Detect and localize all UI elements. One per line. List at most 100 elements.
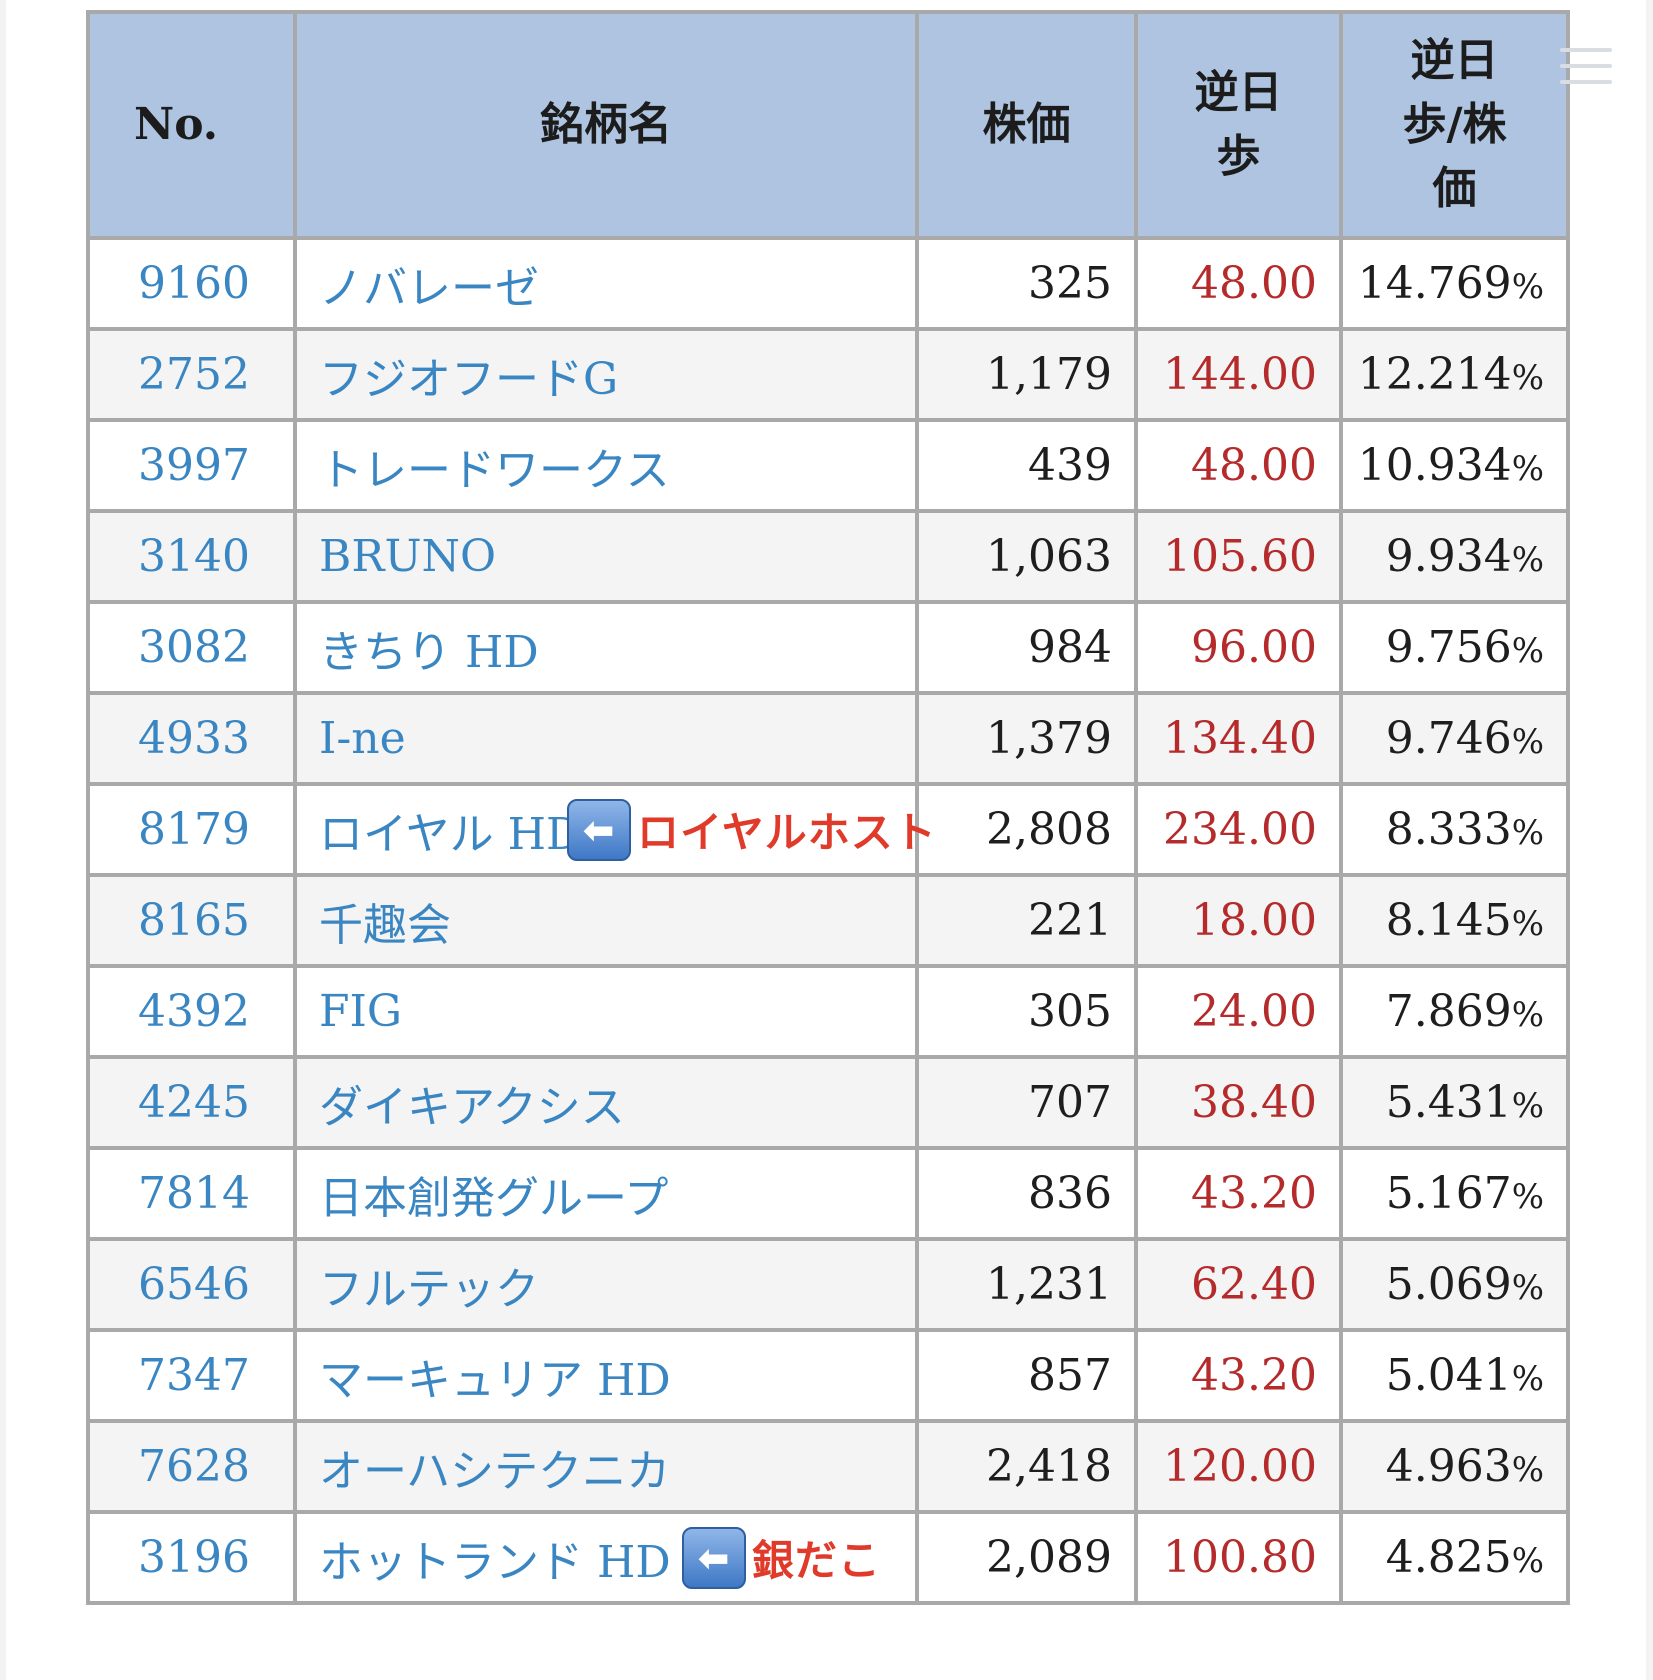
stock-name-link[interactable]: I-ne: [319, 713, 406, 764]
yield-value: 7.869: [1385, 986, 1512, 1037]
stock-code-link[interactable]: 7814: [86, 1146, 297, 1241]
table-row: 8165 千趣会 221 18.00 8.145%: [86, 873, 1570, 968]
stock-name-cell: フジオフードG: [293, 327, 919, 422]
hamburger-menu-icon[interactable]: [1560, 48, 1612, 84]
stock-code-link[interactable]: 3140: [86, 509, 297, 604]
yield-value: 8.145: [1385, 895, 1512, 946]
left-arrow-icon: ⬅: [567, 798, 631, 861]
percent-sign: %: [1511, 267, 1544, 307]
percent-sign: %: [1511, 631, 1544, 671]
percent-sign: %: [1511, 1268, 1544, 1308]
yield-cell: 5.167%: [1339, 1146, 1570, 1241]
stock-price-cell: 439: [915, 418, 1138, 513]
table-row: 8179 ロイヤル HD ⬅ ロイヤルホスト 2,808 234.00 8.333%: [86, 782, 1570, 877]
dividend-cell: 105.60: [1134, 509, 1343, 604]
percent-sign: %: [1511, 358, 1544, 398]
stock-code-link[interactable]: 8165: [86, 873, 297, 968]
stock-price-cell: 1,379: [915, 691, 1138, 786]
yield-value: 10.934: [1357, 440, 1512, 491]
column-header-no: No.: [86, 10, 297, 240]
stock-price-cell: 857: [915, 1328, 1138, 1423]
dividend-stock-table: No. 銘柄名 株価 逆日 歩 逆日 歩/株 価 9160 ノバレーゼ 325 48.…: [86, 10, 1570, 1605]
stock-code-link[interactable]: 7347: [86, 1328, 297, 1423]
stock-name-link[interactable]: 日本創発グループ: [319, 1172, 669, 1224]
stock-name-link[interactable]: フジオフードG: [319, 353, 619, 405]
stock-price-cell: 2,808: [915, 782, 1138, 877]
dividend-cell: 43.20: [1134, 1146, 1343, 1241]
stock-code-link[interactable]: 2752: [86, 327, 297, 422]
ratio-header-line1: 逆日: [1410, 35, 1499, 86]
table-row: 4245 ダイキアクシス 707 38.40 5.431%: [86, 1055, 1570, 1150]
stock-name-link[interactable]: BRUNO: [319, 531, 497, 582]
dividend-header-line1: 逆日: [1194, 67, 1283, 118]
dividend-cell: 48.00: [1134, 418, 1343, 513]
stock-code-link[interactable]: 7628: [86, 1419, 297, 1514]
percent-sign: %: [1511, 1450, 1544, 1490]
stock-code-link[interactable]: 4933: [86, 691, 297, 786]
table-row: 4933 I-ne 1,379 134.40 9.746%: [86, 691, 1570, 786]
yield-value: 4.963: [1385, 1441, 1512, 1492]
yield-value: 5.041: [1385, 1350, 1512, 1401]
table-row: 9160 ノバレーゼ 325 48.00 14.769%: [86, 236, 1570, 331]
stock-code-link[interactable]: 8179: [86, 782, 297, 877]
stock-name-cell: フルテック: [293, 1237, 919, 1332]
yield-value: 14.769: [1357, 258, 1512, 309]
stock-price-cell: 1,231: [915, 1237, 1138, 1332]
yield-value: 5.431: [1385, 1077, 1512, 1128]
percent-sign: %: [1511, 813, 1544, 853]
stock-name-link[interactable]: フルテック: [319, 1263, 539, 1315]
stock-name-link[interactable]: 千趣会: [319, 899, 451, 951]
stock-code-link[interactable]: 4245: [86, 1055, 297, 1150]
dividend-cell: 100.80: [1134, 1510, 1343, 1605]
stock-name-link[interactable]: きちり HD: [319, 626, 539, 678]
percent-sign: %: [1511, 1541, 1544, 1581]
stock-code-link[interactable]: 3082: [86, 600, 297, 695]
stock-price-cell: 984: [915, 600, 1138, 695]
stock-code-link[interactable]: 4392: [86, 964, 297, 1059]
annotation-text: 銀だこ: [752, 1536, 882, 1585]
dividend-cell: 144.00: [1134, 327, 1343, 422]
dividend-cell: 43.20: [1134, 1328, 1343, 1423]
stock-name-cell: 日本創発グループ: [293, 1146, 919, 1241]
yield-cell: 4.825%: [1339, 1510, 1570, 1605]
stock-name-cell: きちり HD: [293, 600, 919, 695]
yield-value: 12.214: [1357, 349, 1512, 400]
stock-code-link[interactable]: 3196: [86, 1510, 297, 1605]
stock-name-cell: BRUNO: [293, 509, 919, 604]
yield-cell: 7.869%: [1339, 964, 1570, 1059]
left-arrow-icon: ⬅: [682, 1526, 746, 1589]
stock-name-link[interactable]: FIG: [319, 986, 403, 1037]
stock-name-link[interactable]: ダイキアクシス: [319, 1081, 625, 1133]
dividend-cell: 96.00: [1134, 600, 1343, 695]
stock-name-link[interactable]: ロイヤル HD: [319, 808, 582, 860]
ratio-header-line3: 価: [1432, 163, 1477, 214]
dividend-cell: 38.40: [1134, 1055, 1343, 1150]
annotation-note: ⬅ ロイヤルホスト: [567, 798, 937, 861]
stock-code-link[interactable]: 3997: [86, 418, 297, 513]
percent-sign: %: [1511, 904, 1544, 944]
table-row: 3196 ホットランド HD ⬅ 銀だこ 2,089 100.80 4.825%: [86, 1510, 1570, 1605]
stock-name-link[interactable]: ノバレーゼ: [319, 262, 539, 314]
stock-name-cell: オーハシテクニカ: [293, 1419, 919, 1514]
annotation-note: ⬅ 銀だこ: [682, 1526, 882, 1589]
stock-name-link[interactable]: マーキュリア HD: [319, 1354, 671, 1406]
dividend-cell: 24.00: [1134, 964, 1343, 1059]
stock-price-cell: 2,089: [915, 1510, 1138, 1605]
stock-name-link[interactable]: オーハシテクニカ: [319, 1445, 671, 1497]
stock-code-link[interactable]: 9160: [86, 236, 297, 331]
stock-price-cell: 707: [915, 1055, 1138, 1150]
stock-name-link[interactable]: トレードワークス: [319, 444, 670, 496]
percent-sign: %: [1511, 1086, 1544, 1126]
yield-cell: 14.769%: [1339, 236, 1570, 331]
table-row: 3997 トレードワークス 439 48.00 10.934%: [86, 418, 1570, 513]
yield-value: 9.934: [1385, 531, 1512, 582]
yield-value: 9.746: [1385, 713, 1512, 764]
yield-value: 5.167: [1385, 1168, 1512, 1219]
stock-price-cell: 836: [915, 1146, 1138, 1241]
percent-sign: %: [1511, 1359, 1544, 1399]
stock-code-link[interactable]: 6546: [86, 1237, 297, 1332]
yield-value: 4.825: [1385, 1532, 1512, 1583]
stock-name-link[interactable]: ホットランド HD: [319, 1536, 671, 1588]
stock-price-cell: 1,063: [915, 509, 1138, 604]
dividend-cell: 234.00: [1134, 782, 1343, 877]
